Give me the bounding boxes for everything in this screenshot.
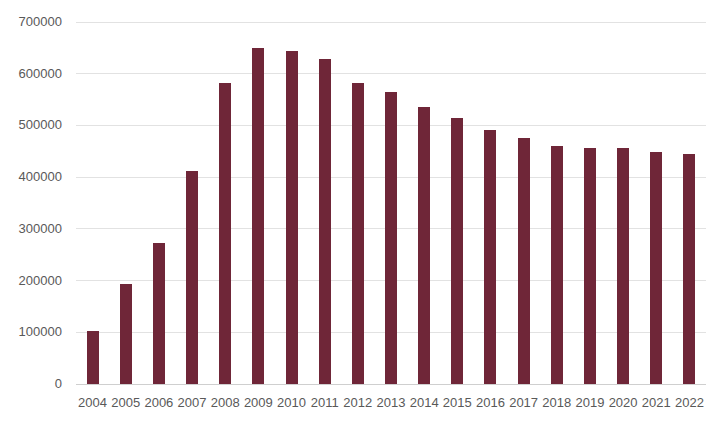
bar-2021 bbox=[650, 152, 662, 384]
x-tick-label: 2014 bbox=[407, 395, 441, 411]
x-tick-label: 2016 bbox=[473, 395, 507, 411]
bar-2004 bbox=[87, 331, 99, 384]
x-tick-label: 2011 bbox=[308, 395, 342, 411]
y-tick-label: 100000 bbox=[0, 324, 62, 340]
y-tick-label: 500000 bbox=[0, 117, 62, 133]
bar-2018 bbox=[551, 146, 563, 384]
x-tick-label: 2005 bbox=[109, 395, 143, 411]
x-tick-label: 2006 bbox=[142, 395, 176, 411]
y-gridline bbox=[76, 22, 706, 23]
y-tick-label: 700000 bbox=[0, 14, 62, 30]
x-tick-label: 2009 bbox=[241, 395, 275, 411]
bar-2019 bbox=[584, 148, 596, 384]
bar-2017 bbox=[518, 138, 530, 384]
bar-2014 bbox=[418, 107, 430, 384]
x-tick-label: 2012 bbox=[341, 395, 375, 411]
x-tick-label: 2017 bbox=[507, 395, 541, 411]
bar-2007 bbox=[186, 171, 198, 384]
bar-2010 bbox=[286, 51, 298, 384]
x-tick-label: 2022 bbox=[672, 395, 706, 411]
x-tick-label: 2004 bbox=[76, 395, 110, 411]
bar-2011 bbox=[319, 59, 331, 384]
x-tick-label: 2019 bbox=[573, 395, 607, 411]
x-tick-label: 2013 bbox=[374, 395, 408, 411]
y-tick-label: 400000 bbox=[0, 169, 62, 185]
bar-2006 bbox=[153, 243, 165, 384]
bar-2005 bbox=[120, 284, 132, 384]
x-tick-label: 2021 bbox=[639, 395, 673, 411]
bar-2013 bbox=[385, 92, 397, 384]
bar-2009 bbox=[252, 48, 264, 384]
bar-2016 bbox=[484, 130, 496, 384]
y-tick-label: 0 bbox=[0, 376, 62, 392]
y-tick-label: 200000 bbox=[0, 273, 62, 289]
x-tick-label: 2020 bbox=[606, 395, 640, 411]
bar-2020 bbox=[617, 148, 629, 384]
y-tick-label: 600000 bbox=[0, 66, 62, 82]
bar-2012 bbox=[352, 83, 364, 384]
bar-2015 bbox=[451, 118, 463, 384]
x-tick-label: 2007 bbox=[175, 395, 209, 411]
bar-2022 bbox=[683, 154, 695, 384]
y-gridline bbox=[76, 73, 706, 74]
x-tick-label: 2018 bbox=[540, 395, 574, 411]
x-tick-label: 2008 bbox=[208, 395, 242, 411]
x-tick-label: 2015 bbox=[440, 395, 474, 411]
bar-2008 bbox=[219, 83, 231, 384]
x-tick-label: 2010 bbox=[275, 395, 309, 411]
y-tick-label: 300000 bbox=[0, 221, 62, 237]
bar-chart: 0 100000 200000 300000 400000 500000 600000 700… bbox=[0, 0, 728, 425]
